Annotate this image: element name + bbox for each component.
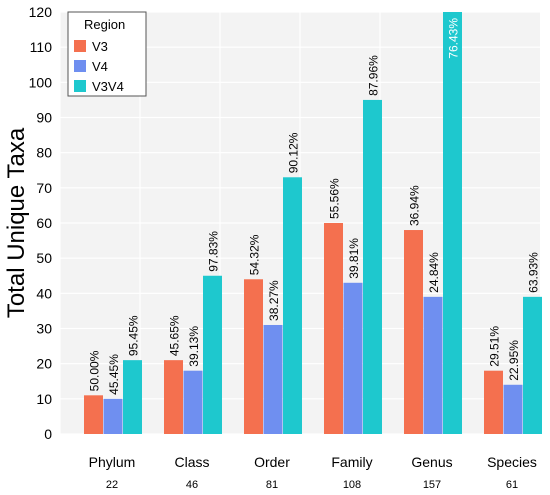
bar <box>404 230 423 434</box>
x-axis-ticks: Phylum 22 Class 46 Order 81 Family 108 Genus 157 S… <box>89 454 537 491</box>
y-tick-label: 70 <box>36 180 52 196</box>
data-label: 54.32% <box>248 234 262 275</box>
x-tick-label: Species <box>487 454 537 470</box>
y-tick-label: 10 <box>36 391 52 407</box>
y-tick-label: 110 <box>30 39 53 55</box>
data-label: 45.45% <box>107 354 121 395</box>
bar <box>203 275 222 434</box>
x-tick-label: Phylum <box>89 454 136 470</box>
data-label: 36.94% <box>408 185 422 226</box>
data-label: 38.27% <box>267 280 281 321</box>
y-tick-label: 80 <box>36 145 52 161</box>
data-label: 45.65% <box>168 315 182 356</box>
bar <box>263 324 283 434</box>
y-tick-label: 30 <box>36 321 52 337</box>
legend-entry-label: V4 <box>92 59 108 74</box>
x-tick-label: Family <box>331 454 372 470</box>
legend-title: Region <box>84 17 125 32</box>
bar <box>343 282 363 434</box>
data-label: 63.93% <box>527 252 541 293</box>
x-tick-count: 46 <box>186 479 198 491</box>
data-label: 22.95% <box>507 340 521 381</box>
bar <box>244 279 263 434</box>
bar <box>423 296 443 434</box>
bar <box>84 395 103 434</box>
bar <box>503 384 523 434</box>
bar <box>183 370 203 434</box>
y-tick-label: 90 <box>36 110 52 126</box>
x-tick-count: 61 <box>506 479 518 491</box>
bar <box>283 177 302 435</box>
legend-entry-label: V3V4 <box>92 79 124 94</box>
y-tick-label: 40 <box>36 285 52 301</box>
data-label: 39.81% <box>347 238 361 279</box>
bar <box>523 296 542 434</box>
bar <box>484 370 503 434</box>
y-tick-label: 50 <box>36 250 52 266</box>
data-label: 55.56% <box>328 178 342 219</box>
data-labels: 50.00% 45.45% 95.45% 45.65% 39.13% 97.83% 54.3… <box>88 18 541 395</box>
data-label: 24.84% <box>427 252 441 293</box>
bar <box>164 360 183 434</box>
data-label: 29.51% <box>488 326 502 367</box>
y-tick-label: 100 <box>29 74 53 90</box>
x-tick-count: 81 <box>266 479 278 491</box>
y-tick-label: 60 <box>36 215 52 231</box>
data-label: 95.45% <box>127 315 141 356</box>
y-axis-ticks: 0 10 20 30 40 50 60 70 80 90 100 110 120 <box>29 4 53 442</box>
x-tick-count: 157 <box>423 479 441 491</box>
data-label: 50.00% <box>88 350 102 391</box>
y-tick-label: 20 <box>36 356 52 372</box>
bar <box>363 99 382 435</box>
y-axis-label: Total Unique Taxa <box>3 127 30 318</box>
y-tick-label: 120 <box>29 4 53 20</box>
legend-entry-label: V3 <box>92 39 108 54</box>
bar <box>324 223 343 434</box>
x-tick-count: 108 <box>343 479 361 491</box>
x-tick-label: Genus <box>411 454 452 470</box>
bar <box>123 360 142 434</box>
bar <box>103 398 123 434</box>
data-label: 39.13% <box>187 326 201 367</box>
x-tick-count: 22 <box>106 479 118 491</box>
data-label: 76.43% <box>447 18 461 59</box>
y-tick-label: 0 <box>44 426 52 442</box>
data-label: 90.12% <box>287 132 301 173</box>
data-label: 97.83% <box>207 231 221 272</box>
x-tick-label: Class <box>174 454 209 470</box>
bar <box>443 12 462 434</box>
legend-swatch <box>74 60 86 72</box>
x-tick-label: Order <box>254 454 290 470</box>
legend-swatch <box>74 40 86 52</box>
data-label: 87.96% <box>367 55 381 96</box>
bars <box>84 12 542 435</box>
legend-swatch <box>74 80 86 92</box>
